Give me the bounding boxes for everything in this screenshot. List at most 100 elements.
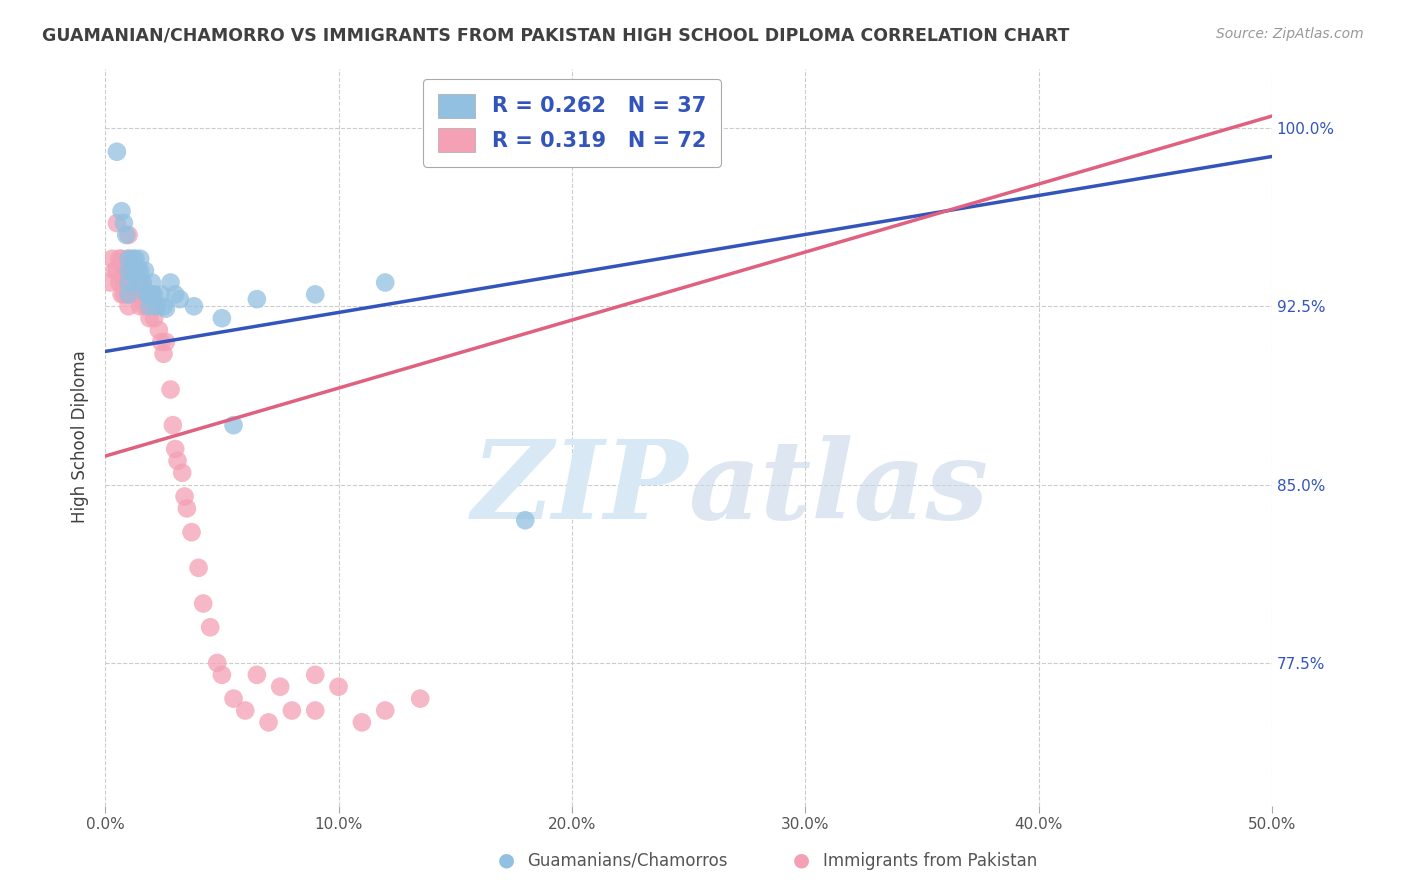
Point — [117, 287, 139, 301]
Point — [122, 263, 145, 277]
Point — [108, 276, 131, 290]
Point — [143, 287, 166, 301]
Point — [124, 287, 146, 301]
Point — [129, 299, 152, 313]
Point — [131, 287, 153, 301]
Point — [112, 216, 135, 230]
Point — [134, 299, 156, 313]
Point — [350, 715, 373, 730]
Point — [110, 204, 132, 219]
Point — [115, 263, 138, 277]
Point — [304, 668, 326, 682]
Point — [138, 299, 160, 313]
Point — [155, 301, 177, 316]
Point — [105, 216, 128, 230]
Point — [131, 276, 153, 290]
Text: atlas: atlas — [689, 435, 988, 542]
Point — [112, 276, 135, 290]
Point — [145, 299, 167, 313]
Text: Source: ZipAtlas.com: Source: ZipAtlas.com — [1216, 27, 1364, 41]
Point — [117, 227, 139, 242]
Point — [117, 252, 139, 266]
Point — [222, 691, 245, 706]
Point — [141, 287, 163, 301]
Point — [187, 561, 209, 575]
Point — [131, 276, 153, 290]
Point — [115, 227, 138, 242]
Point — [117, 299, 139, 313]
Point — [129, 263, 152, 277]
Point — [180, 525, 202, 540]
Point — [200, 620, 222, 634]
Point — [105, 145, 128, 159]
Point — [150, 287, 173, 301]
Point — [143, 311, 166, 326]
Point — [138, 287, 160, 301]
Text: ●: ● — [793, 851, 810, 870]
Point — [169, 292, 191, 306]
Text: Guamanians/Chamorros: Guamanians/Chamorros — [527, 852, 728, 870]
Point — [120, 276, 142, 290]
Point — [129, 276, 152, 290]
Point — [127, 263, 149, 277]
Point — [103, 263, 125, 277]
Point — [117, 263, 139, 277]
Point — [138, 311, 160, 326]
Point — [159, 383, 181, 397]
Text: GUAMANIAN/CHAMORRO VS IMMIGRANTS FROM PAKISTAN HIGH SCHOOL DIPLOMA CORRELATION C: GUAMANIAN/CHAMORRO VS IMMIGRANTS FROM PA… — [42, 27, 1070, 45]
Point — [141, 299, 163, 313]
Point — [304, 704, 326, 718]
Point — [124, 276, 146, 290]
Point — [105, 263, 128, 277]
Point — [152, 299, 174, 313]
Y-axis label: High School Diploma: High School Diploma — [72, 351, 89, 524]
Point — [183, 299, 205, 313]
Point — [607, 133, 630, 147]
Point — [281, 704, 304, 718]
Point — [152, 347, 174, 361]
Point — [115, 276, 138, 290]
Point — [141, 276, 163, 290]
Point — [112, 287, 135, 301]
Point — [233, 704, 256, 718]
Text: Immigrants from Pakistan: Immigrants from Pakistan — [823, 852, 1036, 870]
Point — [150, 334, 173, 349]
Point — [112, 263, 135, 277]
Point — [172, 466, 194, 480]
Point — [165, 442, 187, 456]
Point — [246, 292, 269, 306]
Point — [257, 715, 280, 730]
Legend: R = 0.262   N = 37, R = 0.319   N = 72: R = 0.262 N = 37, R = 0.319 N = 72 — [423, 78, 721, 167]
Point — [304, 287, 326, 301]
Point — [374, 276, 396, 290]
Point — [127, 287, 149, 301]
Point — [269, 680, 291, 694]
Point — [145, 299, 167, 313]
Point — [117, 276, 139, 290]
Point — [129, 252, 152, 266]
Point — [159, 276, 181, 290]
Point — [211, 668, 233, 682]
Point — [141, 287, 163, 301]
Point — [127, 276, 149, 290]
Point — [136, 287, 159, 301]
Point — [222, 418, 245, 433]
Point — [211, 311, 233, 326]
Point — [98, 276, 121, 290]
Point — [120, 263, 142, 277]
Point — [117, 263, 139, 277]
Point — [515, 513, 537, 527]
Point — [122, 276, 145, 290]
Point — [374, 704, 396, 718]
Point — [155, 334, 177, 349]
Point — [117, 252, 139, 266]
Point — [166, 454, 188, 468]
Point — [122, 252, 145, 266]
Point — [246, 668, 269, 682]
Point — [205, 656, 228, 670]
Point — [117, 276, 139, 290]
Point — [165, 287, 187, 301]
Point — [136, 287, 159, 301]
Point — [101, 252, 124, 266]
Point — [124, 252, 146, 266]
